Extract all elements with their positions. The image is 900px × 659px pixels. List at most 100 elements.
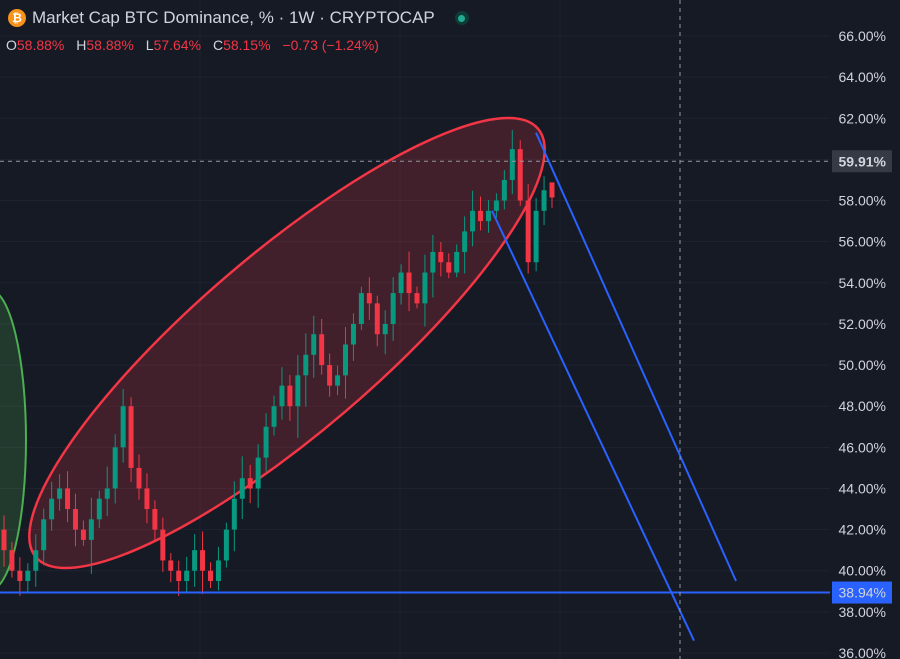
market-status-icon[interactable] bbox=[454, 11, 469, 25]
candle-body bbox=[509, 149, 515, 180]
y-tick-label: 54.00% bbox=[839, 275, 886, 291]
candle-body bbox=[96, 498, 102, 520]
candle-body bbox=[271, 406, 277, 427]
candle-body bbox=[327, 365, 333, 386]
candle-body bbox=[366, 293, 372, 304]
drawings[interactable] bbox=[0, 60, 596, 626]
candle-body bbox=[335, 375, 341, 386]
candle-body bbox=[239, 478, 245, 499]
candle-body bbox=[462, 231, 468, 252]
y-tick-label: 52.00% bbox=[839, 316, 886, 332]
candle-body bbox=[374, 303, 380, 335]
open-label: O bbox=[6, 37, 17, 53]
y-tick-label: 66.00% bbox=[839, 28, 886, 44]
y-tick-label: 64.00% bbox=[839, 69, 886, 85]
ohlc-legend: O58.88% H58.88% L57.64% C58.15% −0.73 (−… bbox=[6, 37, 387, 53]
price-axis[interactable]: 36.00% 38.00% 40.00% 42.00% 44.00% 46.00% 48.0… bbox=[832, 28, 892, 659]
candle-body bbox=[128, 406, 134, 468]
candle-body bbox=[485, 210, 491, 222]
candle-body bbox=[160, 529, 166, 561]
crosshair-price-label: 59.91% bbox=[839, 153, 887, 169]
candle-body bbox=[1, 529, 7, 551]
candle-body bbox=[176, 570, 182, 582]
candle-body bbox=[136, 467, 142, 489]
y-tick-label: 46.00% bbox=[839, 439, 886, 455]
candle-body bbox=[343, 344, 349, 376]
candle-body bbox=[446, 262, 452, 273]
y-tick-label: 38.00% bbox=[839, 604, 886, 620]
candle-body bbox=[184, 570, 190, 582]
candle-body bbox=[311, 334, 317, 355]
red-ellipse-drawing bbox=[28, 116, 546, 570]
open-value: 58.88% bbox=[16, 37, 65, 53]
candle-body bbox=[88, 519, 94, 540]
crosshair-price-tag bbox=[832, 150, 892, 173]
candle-body bbox=[200, 550, 206, 571]
candle-body bbox=[104, 488, 110, 499]
candle-body bbox=[223, 529, 229, 561]
y-tick-label: 36.00% bbox=[839, 645, 886, 659]
support-price-tag bbox=[832, 581, 892, 604]
candle-body bbox=[144, 488, 150, 510]
y-tick-label: 48.00% bbox=[839, 398, 886, 414]
candle-body bbox=[295, 375, 301, 407]
low-label: L bbox=[145, 37, 154, 53]
y-tick-label: 56.00% bbox=[839, 234, 886, 250]
y-tick-label: 44.00% bbox=[839, 480, 886, 496]
candle-body bbox=[80, 529, 86, 540]
candle-body bbox=[255, 457, 261, 489]
candle-body bbox=[438, 251, 444, 263]
candle-body bbox=[525, 200, 531, 263]
candle-body bbox=[382, 323, 388, 335]
overlays bbox=[0, 0, 830, 659]
candle-body bbox=[9, 550, 15, 571]
candle-body bbox=[192, 550, 198, 571]
close-value: 58.15% bbox=[223, 37, 271, 53]
candle-body bbox=[422, 272, 428, 304]
candle-body bbox=[390, 293, 396, 324]
candle-body bbox=[33, 550, 39, 571]
candle-body bbox=[533, 210, 539, 263]
candles bbox=[1, 129, 555, 597]
change-value: −0.73 (−1.24%) bbox=[282, 37, 379, 53]
candle-body bbox=[65, 488, 71, 510]
candle-body bbox=[215, 560, 221, 582]
candle-body bbox=[303, 354, 309, 376]
candle-body bbox=[247, 478, 253, 489]
candle-body bbox=[279, 385, 285, 407]
y-tick-label: 40.00% bbox=[839, 563, 886, 579]
candle-body bbox=[549, 182, 555, 198]
candle-body bbox=[152, 509, 158, 530]
candle-body bbox=[478, 210, 484, 222]
trendline-upper bbox=[535, 132, 737, 582]
candle-body bbox=[517, 149, 523, 201]
green-ellipse-drawing bbox=[0, 294, 27, 586]
candle-body bbox=[112, 447, 118, 489]
low-value: 57.64% bbox=[153, 37, 202, 53]
candle-body bbox=[541, 190, 547, 211]
candle-body bbox=[25, 570, 31, 582]
y-tick-label: 50.00% bbox=[839, 357, 886, 373]
candle-body bbox=[319, 334, 325, 366]
candle-body bbox=[120, 406, 126, 448]
candle-body bbox=[454, 251, 460, 273]
symbol-title[interactable]: Market Cap BTC Dominance, % · 1W · CRYPT… bbox=[32, 8, 435, 27]
y-tick-label: 62.00% bbox=[839, 110, 886, 126]
candle-body bbox=[207, 570, 213, 582]
candle-body bbox=[358, 293, 364, 324]
candle-body bbox=[263, 426, 269, 458]
candle-body bbox=[430, 251, 436, 273]
candle-body bbox=[493, 200, 499, 211]
candle-body bbox=[470, 210, 476, 232]
candle-body bbox=[41, 519, 47, 551]
trendline-lower bbox=[491, 210, 695, 642]
candle-body bbox=[350, 323, 356, 345]
candle-body bbox=[406, 272, 412, 294]
chart-header: ₿ Market Cap BTC Dominance, % · 1W · CRY… bbox=[8, 8, 469, 28]
candle-body bbox=[398, 272, 404, 294]
bitcoin-icon: ₿ bbox=[8, 9, 26, 27]
support-price-label: 38.94% bbox=[839, 585, 886, 601]
y-tick-label: 58.00% bbox=[839, 193, 886, 209]
